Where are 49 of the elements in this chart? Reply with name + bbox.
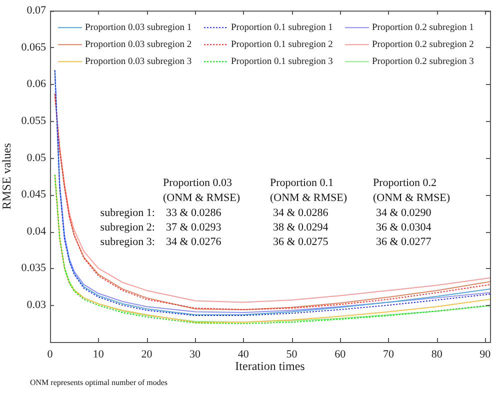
annotation: subregion 1:	[100, 206, 155, 219]
legend-label: Proportion 0.2 subregion 2	[372, 40, 474, 50]
annotation: 36 & 0.0275	[273, 236, 329, 248]
legend-label: Proportion 0.03 subregion 2	[85, 40, 192, 50]
y-tick-label: 0.06	[26, 78, 46, 90]
annotation: 38 & 0.0294	[273, 221, 329, 234]
x-tick-label: 30	[190, 348, 202, 360]
y-tick-label: 0.03	[26, 299, 46, 312]
legend-label: Proportion 0.2 subregion 3	[372, 57, 474, 68]
text: ONM represents optimal number of modes	[30, 378, 168, 388]
annotation: Proportion 0.2	[373, 176, 437, 189]
legend-label: Proportion 0.1 subregion 2	[231, 40, 334, 50]
annotation: 34 & 0.0276	[166, 236, 222, 248]
y-tick-label: 0.055	[21, 114, 46, 127]
x-tick-label: 90	[480, 348, 492, 360]
annotation: 33 & 0.0286	[166, 206, 222, 219]
x-tick-label: 80	[431, 348, 443, 360]
y-tick-label: 0.04	[26, 225, 46, 238]
x-tick-label: 60	[334, 348, 346, 360]
annotation: subregion 3:	[100, 236, 155, 248]
y-tick-label: 0.065	[21, 41, 46, 54]
legend-label: Proportion 0.03 subregion 3	[85, 57, 192, 68]
x-tick-label: 50	[286, 348, 298, 360]
annotation: 37 & 0.0293	[166, 221, 222, 234]
y-axis-title: RMSE values	[0, 142, 14, 210]
y-tick-label: 0.05	[26, 152, 46, 164]
x-tick-label: 20	[141, 348, 153, 360]
annotation: Proportion 0.1	[270, 176, 334, 189]
y-tick-label: 0.035	[21, 262, 46, 274]
legend-label: Proportion 0.03 subregion 1	[85, 23, 192, 34]
annotation: Proportion 0.03	[163, 176, 233, 189]
y-tick-label: 0.045	[21, 188, 46, 201]
annotation: 36 & 0.0304	[376, 221, 432, 234]
legend-label: Proportion 0.1 subregion 3	[231, 57, 334, 68]
x-tick-label: 40	[238, 348, 250, 360]
annotation: 36 & 0.0277	[376, 236, 432, 248]
x-tick-label: 70	[382, 348, 394, 360]
x-tick-label: 10	[92, 348, 104, 360]
annotation: (ONM & RMSE)	[270, 192, 348, 204]
annotation: (ONM & RMSE)	[163, 192, 240, 204]
x-axis-title: Iteration times	[235, 358, 306, 373]
legend-label: Proportion 0.2 subregion 1	[372, 23, 474, 34]
annotation: 34 & 0.0286	[273, 206, 329, 219]
annotation: (ONM & RMSE)	[373, 192, 450, 204]
legend-label: Proportion 0.1 subregion 1	[231, 23, 334, 34]
annotation: subregion 2:	[100, 221, 155, 234]
x-tick-label: 0	[47, 348, 54, 360]
y-tick-label: 0.07	[26, 4, 46, 16]
annotation: 34 & 0.0290	[376, 206, 432, 219]
